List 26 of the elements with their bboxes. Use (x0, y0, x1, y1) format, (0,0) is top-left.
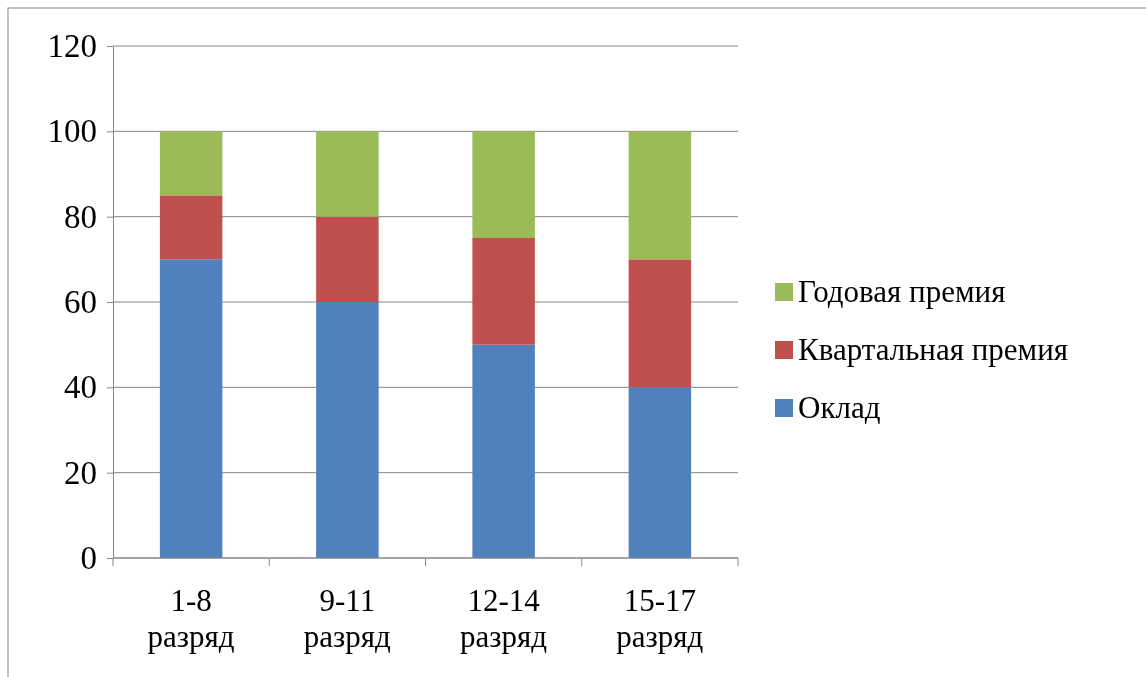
bar (472, 238, 535, 345)
x-tick-label: 15-17 разряд (616, 583, 704, 654)
bar (628, 131, 692, 260)
bar (159, 131, 223, 196)
bar (316, 302, 379, 558)
y-tick-label: 40 (64, 369, 97, 406)
bar (159, 195, 223, 260)
bar (316, 216, 379, 302)
bar (472, 344, 535, 558)
y-tick-label: 0 (80, 540, 97, 577)
y-tick-label: 60 (64, 284, 97, 321)
y-tick-label: 80 (64, 198, 97, 235)
x-tick-label: 12-14 разряд (460, 583, 548, 654)
bar (159, 259, 223, 558)
legend-label: Квартальная премия (798, 332, 1068, 367)
y-tick-label: 20 (64, 454, 97, 491)
y-tick-label: 100 (47, 113, 97, 150)
bar (628, 387, 692, 558)
x-tick-label: 1-8 разряд (147, 583, 235, 654)
bar (316, 131, 379, 217)
bar (472, 131, 535, 238)
legend-label: Оклад (798, 390, 881, 425)
x-tick-label: 9-11 разряд (303, 583, 392, 654)
y-tick-label: 120 (47, 28, 97, 65)
bar (628, 259, 692, 388)
legend-label: Годовая премия (798, 274, 1006, 309)
